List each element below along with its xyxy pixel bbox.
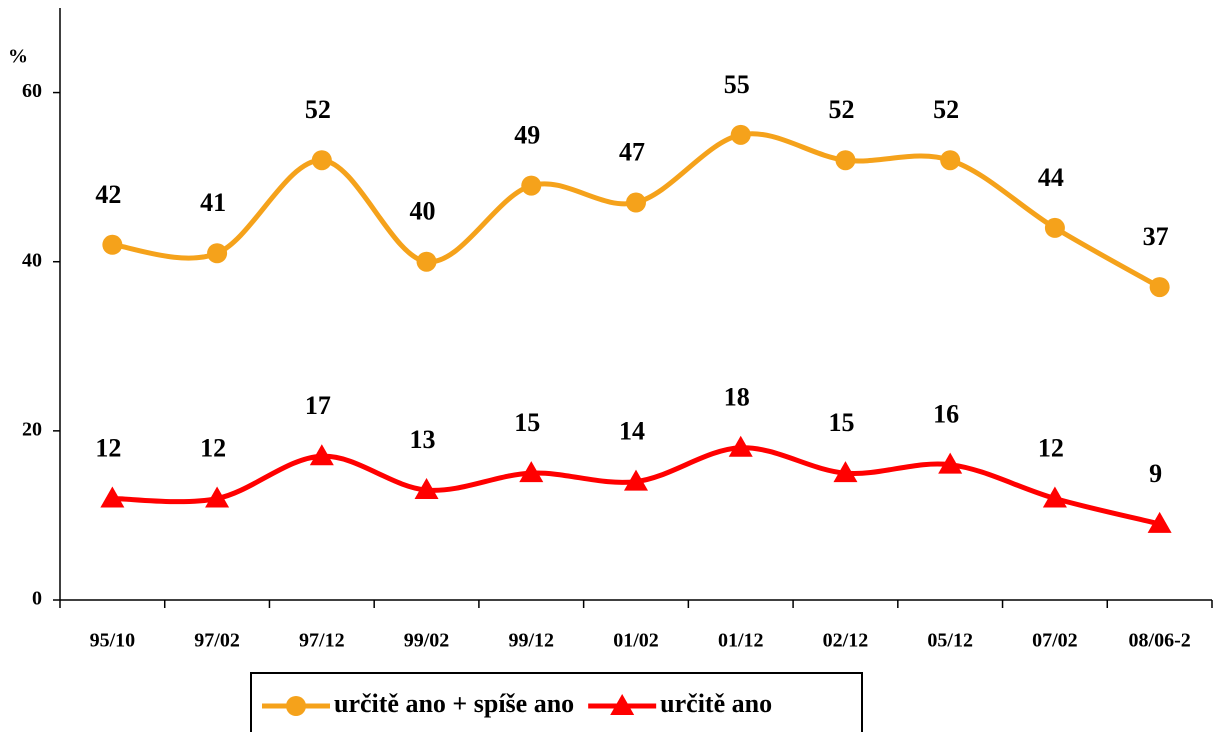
value-label: 16 — [933, 400, 959, 429]
x-tick-label: 95/10 — [90, 630, 136, 652]
x-tick-label: 99/02 — [404, 630, 450, 652]
x-tick-label: 01/12 — [718, 630, 764, 652]
marker — [414, 478, 439, 500]
value-label: 55 — [724, 70, 750, 99]
marker — [309, 444, 334, 466]
value-label: 52 — [305, 95, 331, 124]
x-tick-label: 01/02 — [613, 630, 659, 652]
y-tick-label: 60 — [22, 80, 42, 102]
value-label: 15 — [514, 408, 540, 437]
value-label: 17 — [305, 391, 331, 420]
value-label: 47 — [619, 137, 645, 166]
marker — [730, 124, 751, 145]
value-label: 40 — [410, 197, 436, 226]
marker — [521, 175, 542, 196]
x-tick-label: 08/06-2 — [1129, 630, 1191, 652]
series-line — [112, 131, 1161, 290]
marker — [102, 234, 123, 255]
legend-label: určitě ano — [660, 689, 772, 718]
value-label: 41 — [200, 188, 226, 217]
legend: určitě ano + spíše ano určitě ano — [250, 672, 863, 732]
x-tick-label: 02/12 — [823, 630, 869, 652]
value-label: 18 — [724, 383, 750, 412]
value-label: 15 — [828, 408, 854, 437]
marker — [626, 192, 646, 213]
value-label: 12 — [200, 433, 226, 462]
marker — [311, 150, 332, 171]
x-tick-label: 97/12 — [299, 630, 345, 652]
value-label: 13 — [410, 425, 436, 454]
marker — [940, 150, 961, 171]
value-label: 37 — [1143, 222, 1169, 251]
value-label: 44 — [1038, 163, 1064, 192]
value-label: 49 — [514, 121, 540, 150]
value-label: 12 — [1038, 433, 1064, 462]
value-label: 9 — [1149, 459, 1162, 488]
y-tick-label: 40 — [22, 249, 42, 271]
legend-box — [250, 672, 863, 732]
marker — [286, 696, 306, 716]
y-tick-label: 20 — [22, 418, 42, 440]
x-tick-label: 05/12 — [927, 630, 973, 652]
legend-label: určitě ano + spíše ano — [334, 689, 574, 718]
value-label: 52 — [828, 95, 854, 124]
marker — [100, 486, 125, 508]
y-tick-label: 0 — [32, 588, 42, 610]
value-label: 14 — [619, 417, 645, 446]
marker — [207, 243, 228, 264]
marker — [1147, 511, 1172, 533]
value-label: 42 — [95, 180, 121, 209]
marker — [1042, 486, 1067, 508]
value-label: 52 — [933, 95, 959, 124]
marker — [610, 694, 635, 715]
value-label: 12 — [95, 433, 121, 462]
x-tick-label: 07/02 — [1032, 630, 1078, 652]
marker — [835, 150, 856, 171]
marker — [1044, 217, 1065, 238]
marker — [519, 461, 544, 483]
marker — [938, 452, 963, 474]
marker — [416, 251, 437, 272]
marker — [624, 469, 648, 491]
y-axis-label: % — [8, 46, 28, 68]
marker — [833, 461, 858, 483]
x-tick-label: 97/02 — [194, 630, 240, 652]
marker — [728, 435, 753, 457]
x-tick-label: 99/12 — [508, 630, 554, 652]
marker — [205, 486, 230, 508]
marker — [1149, 277, 1170, 298]
